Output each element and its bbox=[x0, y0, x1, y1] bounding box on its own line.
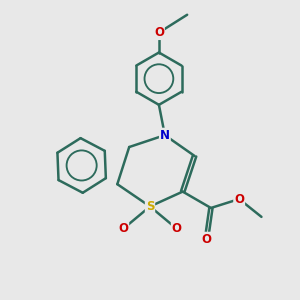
Text: O: O bbox=[154, 26, 164, 39]
Text: O: O bbox=[202, 233, 212, 246]
Text: N: N bbox=[160, 129, 170, 142]
Text: O: O bbox=[118, 222, 128, 235]
Text: O: O bbox=[172, 222, 182, 235]
Text: S: S bbox=[146, 200, 154, 213]
Text: O: O bbox=[234, 193, 244, 206]
